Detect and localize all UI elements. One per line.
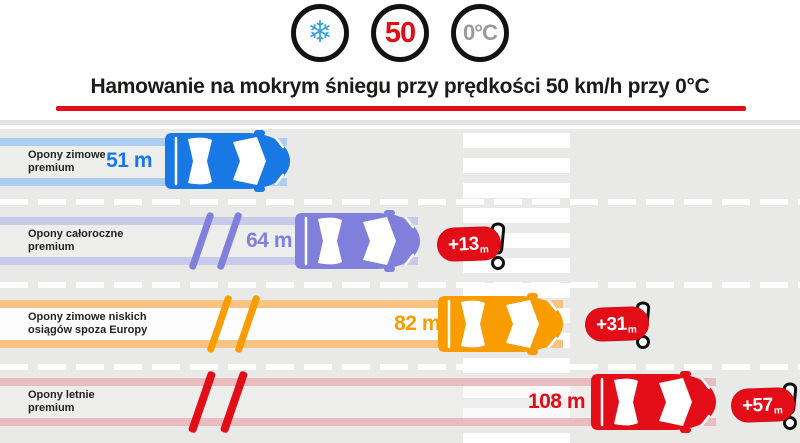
car-top-view-icon [295,210,420,272]
extra-distance-badge: +31 m [584,305,650,343]
car-top-view-icon [438,293,563,355]
braking-row-winter-premium: Opony zimowe premium 51 m [0,130,800,202]
distance-value: 82 m [394,312,440,335]
braking-row-budget-winter: Opony zimowe niskich osiągów spoza Europ… [0,293,800,365]
temperature-value: 0°C [463,20,498,45]
tire-label: Opony całoroczne premium [28,227,124,253]
title-underline [56,106,746,111]
road-shoulder-line [0,120,800,125]
distance-value: 64 m [246,229,292,252]
distance-value: 108 m [527,390,586,413]
extra-distance-badge: +57 m [730,386,796,424]
tire-label: Opony zimowe premium [28,148,106,174]
braking-row-allseason-premium: Opony całoroczne premium 64 m +13 m [0,210,800,282]
snowflake-icon: ❄ [307,16,333,49]
extra-distance-badge: +13 m [436,225,502,263]
speed-limit-sign: 50 [371,4,429,62]
lane-divider [0,364,800,370]
lane-divider [0,282,800,288]
distance-value: 51 m [106,149,152,172]
lane-divider [0,199,800,205]
temperature-sign: 0°C [451,4,509,62]
page-title: Hamowanie na mokrym śniegu przy prędkośc… [90,75,710,98]
car-top-view-icon [591,371,716,433]
tire-label: Opony zimowe niskich osiągów spoza Europ… [28,310,148,336]
tire-label: Opony letnie premium [28,388,95,414]
car-top-view-icon [165,130,290,192]
snow-condition-sign: ❄ [291,4,349,62]
pedestrian-crossing [463,133,570,443]
braking-row-summer-premium: Opony letnie premium 108 m +57 m [0,370,800,443]
speed-value: 50 [384,16,416,49]
